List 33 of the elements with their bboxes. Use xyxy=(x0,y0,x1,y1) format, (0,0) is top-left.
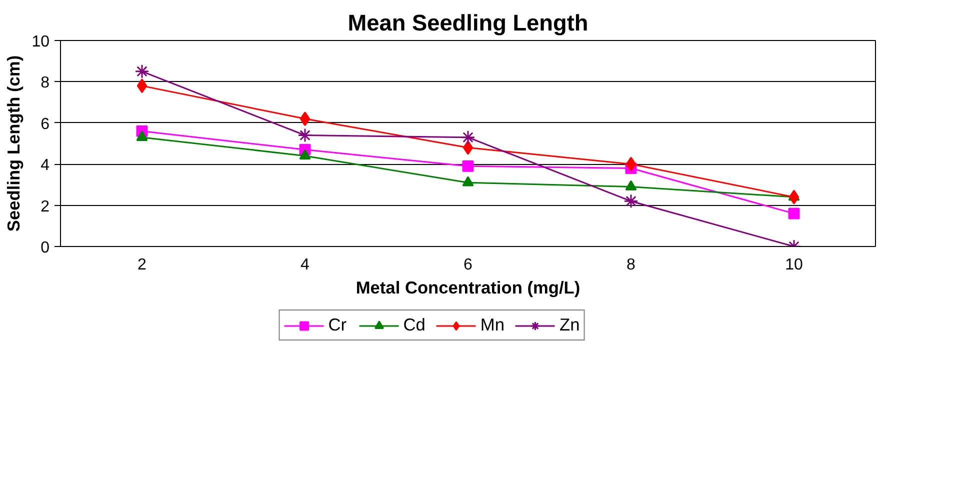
point xyxy=(136,78,148,94)
legend-label: Mn xyxy=(480,314,504,336)
y-tick-label: 10 xyxy=(32,34,50,50)
y-tick-label: 2 xyxy=(40,198,50,216)
y-axis-title: Seedling Length (cm) xyxy=(4,55,24,232)
point xyxy=(624,194,638,208)
point xyxy=(788,208,800,220)
point xyxy=(625,180,637,190)
point xyxy=(136,130,148,141)
point xyxy=(299,149,311,160)
x-tick-label: 10 xyxy=(785,256,803,274)
x-axis-title: Metal Concentration (mg/L) xyxy=(356,278,580,298)
point xyxy=(788,190,800,204)
y-tick-label: 4 xyxy=(40,157,50,174)
y-tick-label: 8 xyxy=(40,74,50,92)
x-tick-label: 8 xyxy=(626,256,636,274)
x-tick-label: 2 xyxy=(138,256,147,274)
legend-label: Cd xyxy=(403,314,426,336)
y-tick-label: 0 xyxy=(40,240,50,256)
y-tick-label: 6 xyxy=(40,116,50,133)
chart-title: Mean Seedling Length xyxy=(348,10,588,36)
x-tick-label: 4 xyxy=(300,256,310,274)
point xyxy=(462,176,474,186)
point xyxy=(462,140,474,155)
legend-label: Zn xyxy=(560,314,580,336)
x-tick-label: 6 xyxy=(464,256,473,274)
point xyxy=(300,112,310,126)
point xyxy=(626,156,636,172)
point xyxy=(298,128,312,143)
point xyxy=(462,160,474,172)
point xyxy=(134,64,150,79)
legend-label: Cr xyxy=(328,314,348,336)
point xyxy=(460,130,476,145)
